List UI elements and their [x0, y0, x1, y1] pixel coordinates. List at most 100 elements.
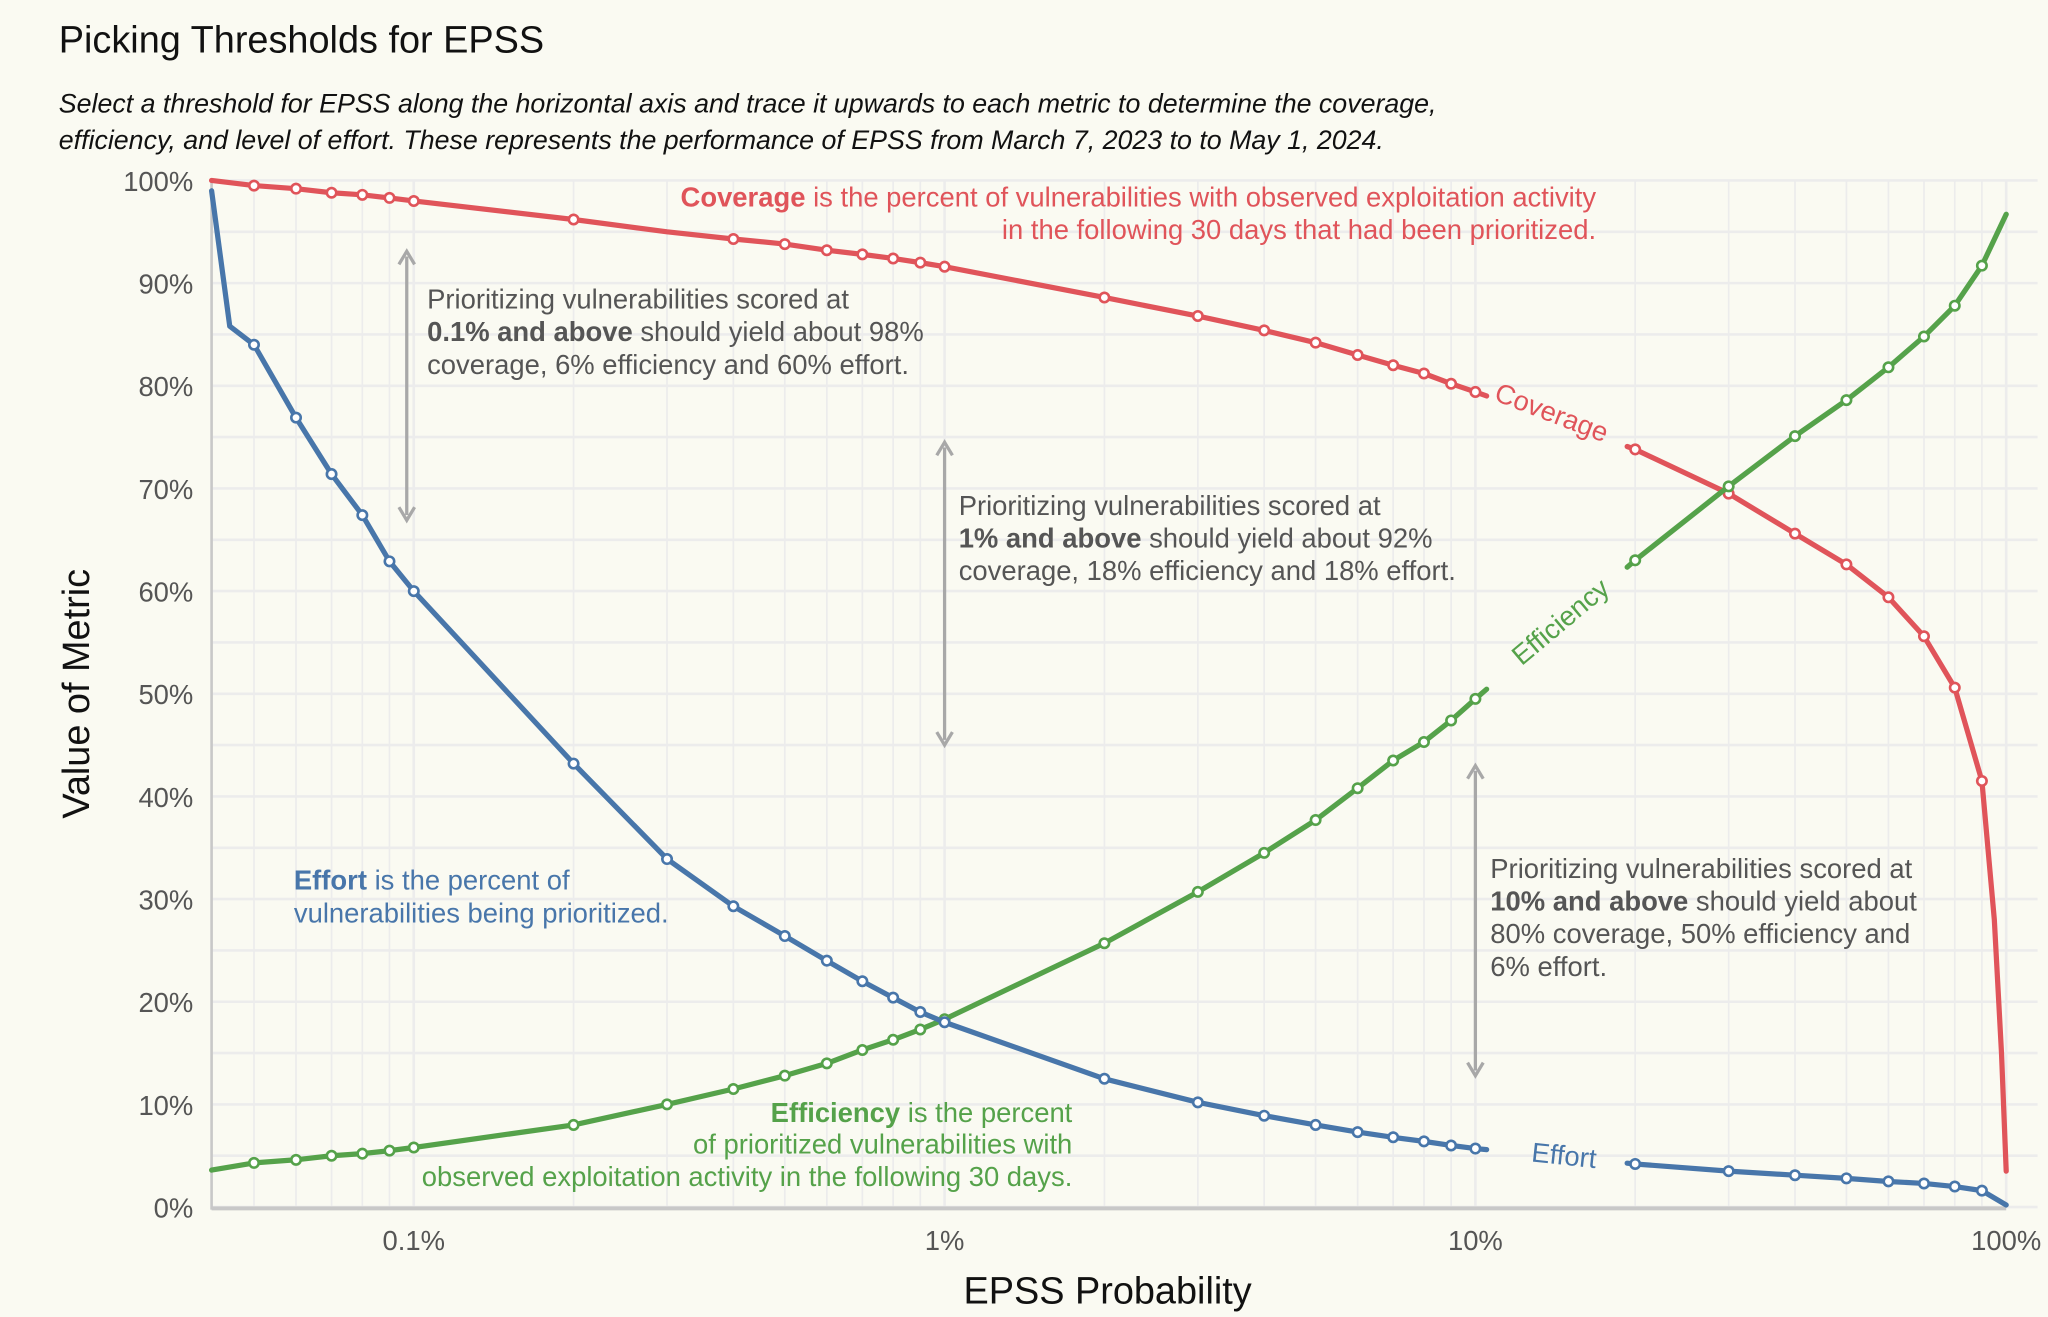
effort-point — [1387, 1131, 1400, 1144]
x-tick-label: 0.1% — [383, 1225, 445, 1256]
effort-point — [1417, 1135, 1430, 1148]
chart-title: Picking Thresholds for EPSS — [59, 19, 544, 61]
note-line: coverage, 6% efficiency and 60% effort. — [427, 349, 909, 380]
threshold-note-1: Prioritizing vulnerabilities scored at 1… — [959, 490, 1456, 586]
coverage-point — [820, 244, 833, 257]
y-tick-label: 80% — [138, 371, 193, 402]
effort-point — [1351, 1126, 1364, 1139]
note-line: coverage, 18% efficiency and 18% effort. — [959, 555, 1456, 586]
efficiency-point — [567, 1118, 580, 1131]
y-axis-label: Value of Metric — [56, 569, 98, 819]
coverage-point — [1309, 336, 1322, 349]
effort-point — [1098, 1072, 1111, 1085]
effort-point — [1309, 1118, 1322, 1131]
coverage-point — [356, 188, 369, 201]
coverage-point — [1191, 309, 1204, 322]
coverage-point — [1098, 291, 1111, 304]
coverage-point — [1917, 630, 1930, 643]
double-arrow — [397, 248, 416, 524]
effort-point — [1469, 1142, 1482, 1155]
x-tick-label: 1% — [925, 1225, 965, 1256]
coverage-point — [914, 256, 927, 269]
effort-series — [208, 188, 2009, 1208]
coverage-point — [383, 191, 396, 204]
x-axis-label: EPSS Probability — [963, 1271, 1251, 1313]
efficiency-point — [856, 1043, 869, 1057]
efficiency-point — [325, 1149, 338, 1162]
effort-note-line-1: Effort is the percent of — [294, 865, 570, 896]
note-line: Prioritizing vulnerabilities scored at — [1490, 853, 1912, 884]
effort-line — [1624, 1160, 2009, 1208]
y-tick-label: 30% — [138, 885, 193, 916]
effort-point — [1722, 1165, 1735, 1178]
efficiency-point — [1445, 714, 1458, 727]
effort-point — [887, 991, 900, 1004]
effort-point — [247, 338, 260, 351]
effort-point — [290, 411, 303, 424]
double-arrow — [935, 439, 954, 749]
note-line: Prioritizing vulnerabilities scored at — [427, 283, 849, 314]
efficiency-point — [887, 1033, 900, 1046]
arrow-head-down — [397, 506, 416, 524]
arrow-head-down — [1466, 1061, 1485, 1079]
effort-point — [1445, 1139, 1458, 1152]
chart-subtitle-line-2: efficiency, and level of effort. These r… — [59, 125, 1384, 155]
efficiency-point — [1722, 480, 1735, 493]
note-line: 1% and above should yield about 92% — [959, 522, 1433, 553]
efficiency-point — [356, 1147, 369, 1160]
efficiency-point — [290, 1153, 303, 1166]
y-tick-label: 0% — [154, 1193, 194, 1224]
note-line: 10% and above should yield about — [1490, 886, 1917, 917]
coverage-point — [856, 248, 869, 261]
double-arrow — [1466, 762, 1485, 1079]
coverage-point — [325, 186, 338, 199]
coverage-point — [1975, 775, 1988, 788]
note-line: 80% coverage, 50% efficiency and — [1490, 918, 1910, 949]
coverage-point — [407, 194, 420, 207]
coverage-point — [1445, 377, 1458, 390]
coverage-point — [1258, 324, 1271, 337]
effort-point — [356, 509, 369, 522]
y-tick-label: 50% — [138, 679, 193, 710]
efficiency-note-line-3: observed exploitation activity in the fo… — [422, 1161, 1073, 1192]
efficiency-point — [914, 1023, 927, 1036]
coverage-point — [1387, 359, 1400, 372]
gridlines — [211, 179, 2038, 1209]
efficiency-note-line-1: Efficiency is the percent — [771, 1097, 1073, 1128]
effort-point — [1840, 1172, 1853, 1185]
note-line: 6% effort. — [1490, 951, 1607, 982]
threshold-note-0.1: Prioritizing vulnerabilities scored at 0… — [427, 283, 924, 379]
effort-point — [1258, 1109, 1271, 1122]
coverage-point — [938, 260, 951, 273]
efficiency-line — [1624, 211, 2009, 570]
coverage-point — [290, 182, 303, 195]
efficiency-point — [1882, 361, 1895, 374]
arrow-head-up — [1466, 762, 1485, 780]
effort-point — [407, 585, 420, 598]
efficiency-point — [1309, 814, 1322, 827]
effort-point — [1948, 1180, 1961, 1193]
arrow-head-down — [935, 731, 954, 749]
effort-point — [820, 954, 833, 967]
axes: 0% 10% 20% 30% 40% 50% 60% 70% 80% 90% 100% 0.1% 1% 1… — [123, 166, 2041, 1256]
efficiency-point — [1948, 299, 1961, 312]
y-tick-label: 40% — [138, 782, 193, 813]
coverage-point — [887, 252, 900, 265]
coverage-note-line-2: in the following 30 days that had been p… — [1002, 214, 1596, 245]
efficiency-point — [1387, 754, 1400, 767]
note-line: 0.1% and above should yield about 98% — [427, 316, 924, 347]
effort-point — [727, 900, 740, 913]
note-line: Prioritizing vulnerabilities scored at — [959, 490, 1381, 521]
effort-point — [661, 853, 674, 866]
efficiency-point — [1917, 330, 1930, 343]
effort-point — [1882, 1175, 1895, 1188]
efficiency-point — [1975, 259, 1988, 272]
effort-note-line-2: vulnerabilities being prioritized. — [294, 897, 669, 928]
x-tick-label: 100% — [1971, 1225, 2041, 1256]
efficiency-point — [1258, 846, 1271, 859]
coverage-point — [1788, 527, 1801, 540]
coverage-point — [1351, 348, 1364, 361]
arrow-head-up — [935, 439, 954, 457]
y-tick-label: 10% — [138, 1090, 193, 1121]
efficiency-point — [1629, 554, 1642, 567]
